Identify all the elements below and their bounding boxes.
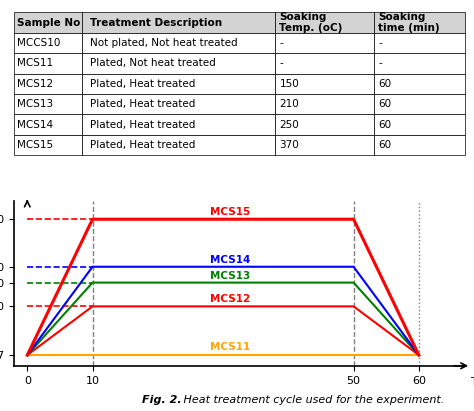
Text: MCS13: MCS13	[210, 270, 250, 281]
Text: MCS12: MCS12	[210, 294, 250, 305]
Text: Heat treatment cycle used for the experiment.: Heat treatment cycle used for the experi…	[180, 395, 444, 405]
Text: Time (mins: Time (mins	[471, 377, 474, 387]
Text: MCS15: MCS15	[210, 207, 250, 217]
Text: MCS11: MCS11	[210, 342, 250, 352]
Text: MCS14: MCS14	[210, 255, 250, 265]
Text: Fig. 2.: Fig. 2.	[142, 395, 182, 405]
